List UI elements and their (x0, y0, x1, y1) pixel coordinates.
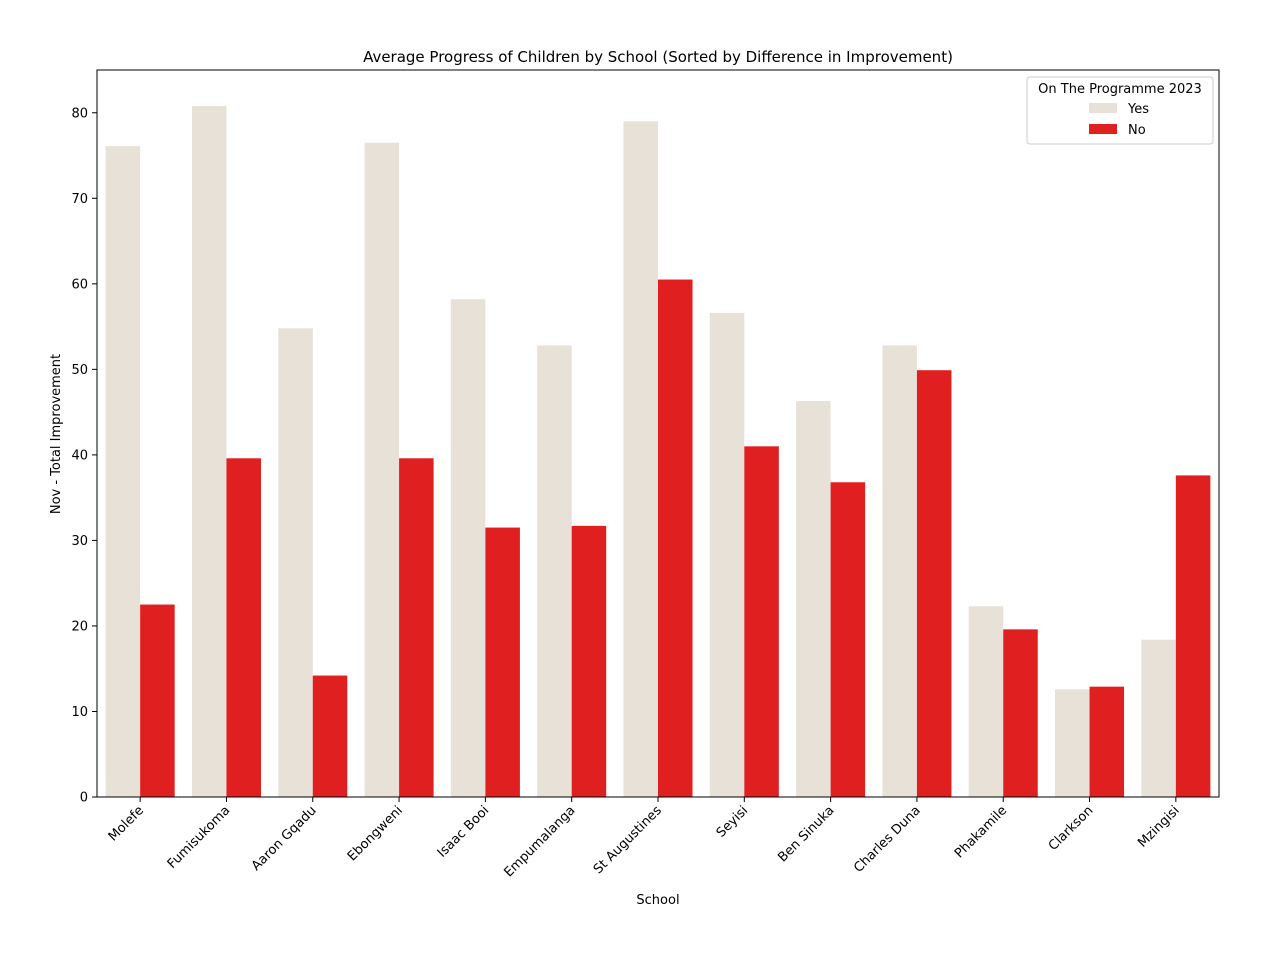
bar-no-fumisukoma (226, 458, 261, 797)
bar-yes-st-augustines (623, 121, 658, 798)
bar-yes-seyisi (709, 312, 745, 797)
x-axis: Molefe Fumisukoma Aaron Gqadu Ebongweni Isaa… (106, 797, 1183, 880)
y-tick-label: 70 (71, 192, 88, 207)
bar-yes-ebongweni (364, 142, 400, 797)
legend: On The Programme 2023 Yes No (1026, 76, 1214, 145)
x-tick-label: St Augustines (591, 803, 665, 877)
legend-box (1026, 76, 1214, 145)
bar-no-aaron-gqadu (312, 675, 348, 797)
legend-swatch-yes (1089, 103, 1117, 113)
bar-no-mzingisi (1175, 475, 1211, 797)
x-tick-label: Ben Sinuka (775, 803, 837, 865)
legend-items: Yes No (1089, 102, 1149, 138)
y-tick-label: 60 (71, 277, 88, 292)
x-tick-label: Aaron Gqadu (249, 803, 320, 874)
bar-yes-isaac-booi (450, 299, 486, 797)
x-tick-label: Charles Duna (851, 803, 924, 876)
bar-yes-molefe (105, 146, 141, 798)
bar-no-isaac-booi (485, 527, 520, 797)
y-tick-label: 10 (71, 705, 88, 720)
y-axis-label: Nov - Total Improvement (49, 354, 64, 514)
bar-yes-fumisukoma (191, 105, 227, 797)
y-tick-label: 50 (71, 363, 88, 378)
x-tick-label: Seyisi (714, 803, 751, 840)
x-tick-label: Clarkson (1046, 803, 1097, 854)
y-axis: 0 10 20 30 40 50 60 70 80 (71, 106, 97, 806)
bars-layer (105, 105, 1211, 798)
bar-no-phakamile (1003, 629, 1038, 797)
bar-yes-empumalanga (537, 345, 572, 797)
bar-yes-aaron-gqadu (278, 328, 313, 797)
bar-yes-mzingisi (1141, 639, 1176, 797)
legend-title: On The Programme 2023 (1038, 82, 1202, 97)
x-tick-label: Ebongweni (345, 803, 406, 864)
bar-yes-phakamile (968, 606, 1004, 797)
bar-yes-charles-duna (882, 345, 917, 797)
bar-no-charles-duna (916, 370, 952, 797)
bar-no-empumalanga (571, 525, 607, 797)
y-tick-label: 40 (71, 448, 88, 463)
bar-yes-ben-sinuka (796, 400, 831, 797)
legend-label-no: No (1128, 123, 1146, 138)
bar-no-ebongweni (399, 458, 434, 797)
y-tick-label: 0 (80, 791, 88, 806)
bar-no-seyisi (744, 446, 779, 797)
x-tick-label: Mzingisi (1135, 803, 1182, 850)
bar-no-ben-sinuka (830, 482, 866, 797)
x-tick-label: Isaac Booi (435, 803, 492, 860)
legend-swatch-no (1089, 124, 1117, 134)
bar-no-st-augustines (658, 279, 693, 797)
bar-yes-clarkson (1055, 689, 1090, 797)
x-tick-label: Fumisukoma (165, 803, 234, 872)
legend-label-yes: Yes (1127, 102, 1149, 117)
y-tick-label: 80 (71, 106, 88, 121)
x-axis-label: School (636, 893, 679, 908)
bar-no-molefe (140, 604, 175, 797)
chart-title: Average Progress of Children by School (… (363, 48, 953, 66)
x-tick-label: Empumalanga (501, 803, 578, 880)
x-tick-label: Phakamile (952, 803, 1010, 861)
bar-no-clarkson (1089, 686, 1125, 797)
y-tick-label: 20 (71, 619, 88, 634)
x-tick-label: Molefe (106, 803, 147, 844)
y-tick-label: 30 (71, 534, 88, 549)
